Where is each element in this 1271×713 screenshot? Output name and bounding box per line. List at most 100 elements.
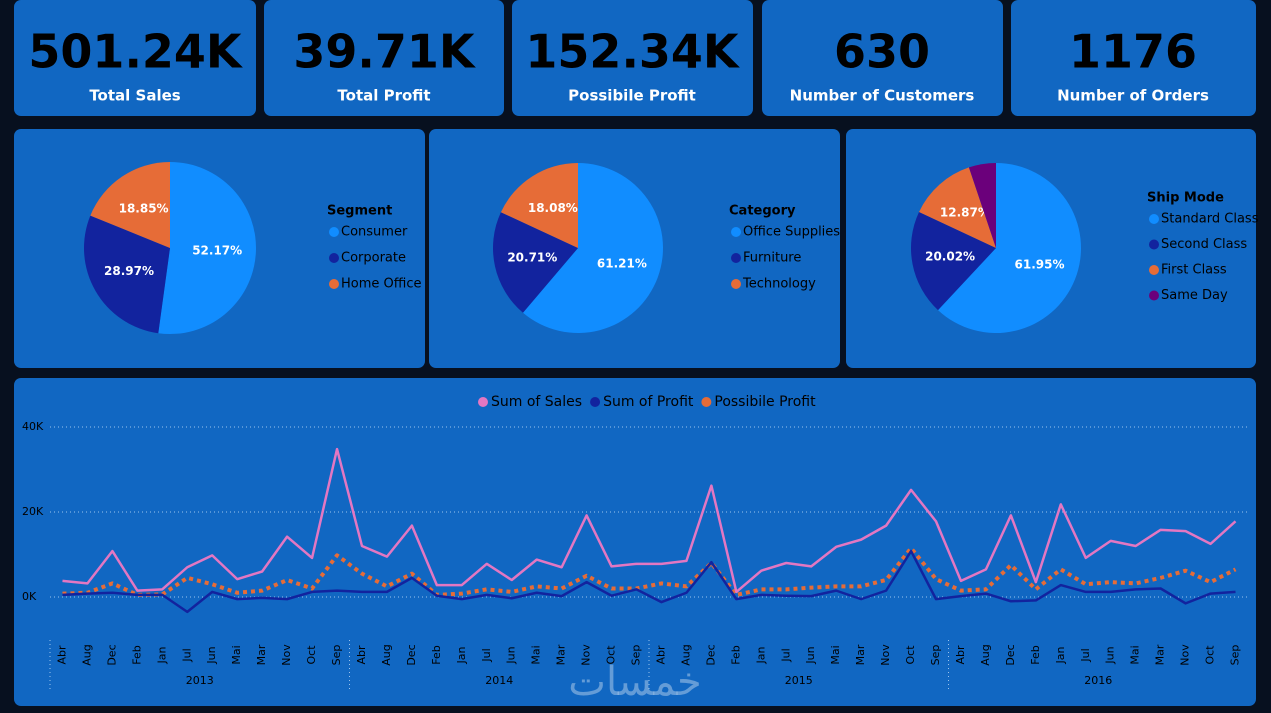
- x-tick-label: Feb: [430, 645, 443, 664]
- x-tick-label: Dec: [704, 644, 717, 665]
- legend-marker: [1149, 239, 1159, 250]
- x-tick-label: Mar: [555, 644, 568, 665]
- kpi-value: 501.24K: [28, 25, 244, 79]
- kpi-card: [1011, 0, 1256, 116]
- x-tick-label: Jun: [1104, 646, 1117, 664]
- legend-label: Second Class: [1161, 237, 1247, 252]
- pie-label: 52.17%: [192, 244, 242, 258]
- y-tick-label: 40K: [22, 420, 44, 433]
- kpi-value: 630: [834, 25, 930, 79]
- x-tick-label: Oct: [1204, 645, 1217, 665]
- x-tick-label: Feb: [130, 645, 143, 664]
- legend-label: Sum of Sales: [491, 394, 582, 410]
- legend-label: Technology: [742, 277, 816, 292]
- x-tick-label: Abr: [954, 645, 967, 665]
- x-tick-label: Mai: [829, 645, 842, 664]
- pie-slice: [158, 162, 256, 334]
- line-series: [62, 447, 1237, 594]
- x-tick-label: Mai: [1129, 645, 1142, 664]
- kpi-label: Number of Customers: [790, 87, 975, 105]
- legend-label: Consumer: [341, 225, 408, 240]
- x-tick-label: Abr: [654, 645, 667, 665]
- legend-label: Corporate: [341, 251, 406, 266]
- kpi-card: [264, 0, 504, 116]
- x-tick-label: Jan: [455, 646, 468, 664]
- x-tick-label: Mar: [854, 644, 867, 665]
- x-tick-label: Oct: [904, 645, 917, 665]
- x-tick-label: Aug: [679, 644, 692, 665]
- kpi-card: [762, 0, 1003, 116]
- pie-slice: [522, 163, 663, 333]
- year-label: 2013: [186, 674, 214, 687]
- y-tick-label: 0K: [22, 590, 37, 603]
- kpi-label: Total Sales: [89, 87, 180, 105]
- kpi-label: Total Profit: [337, 87, 430, 105]
- legend-label: Furniture: [743, 251, 801, 266]
- x-tick-label: Nov: [280, 644, 293, 666]
- x-tick-label: Abr: [55, 645, 68, 665]
- pie-label: 61.21%: [597, 257, 647, 271]
- x-tick-label: Aug: [380, 644, 393, 665]
- x-tick-label: Jan: [754, 646, 767, 664]
- x-tick-label: Feb: [1029, 645, 1042, 664]
- watermark: خمسات: [568, 659, 701, 705]
- x-tick-label: Mai: [230, 645, 243, 664]
- x-tick-label: Sep: [1229, 645, 1242, 666]
- pie-label: 18.85%: [119, 201, 169, 215]
- x-tick-label: Jun: [804, 646, 817, 664]
- legend-label: Office Supplies: [743, 225, 840, 240]
- pie-label: 12.87%: [940, 206, 990, 220]
- legend-label: Sum of Profit: [603, 394, 694, 410]
- legend-label: Home Office: [341, 277, 421, 292]
- line-series: [62, 549, 1236, 614]
- x-tick-label: Abr: [355, 645, 368, 665]
- legend-label: Standard Class: [1161, 212, 1259, 227]
- legend-marker: [1149, 265, 1159, 275]
- pie-slice: [910, 211, 996, 311]
- x-tick-label: Dec: [405, 644, 418, 665]
- x-tick-label: Dec: [105, 644, 118, 665]
- legend-marker: [731, 253, 741, 263]
- x-tick-label: Jun: [505, 646, 518, 664]
- x-tick-label: Feb: [729, 645, 742, 664]
- pie-slice: [919, 167, 996, 248]
- legend-label: Same Day: [1161, 288, 1228, 303]
- x-tick-label: Oct: [305, 645, 318, 665]
- x-tick-label: Jul: [779, 648, 792, 662]
- x-tick-label: Aug: [979, 644, 992, 665]
- pie-slice: [500, 163, 578, 248]
- year-label: 2014: [485, 674, 513, 687]
- x-tick-label: Aug: [80, 644, 93, 665]
- legend-marker: [478, 397, 488, 407]
- legend-title: Category: [729, 204, 796, 219]
- legend-label: Possibile Profit: [714, 394, 816, 410]
- kpi-label: Possibile Profit: [568, 87, 696, 105]
- legend-title: Ship Mode: [1147, 191, 1224, 206]
- x-tick-label: Sep: [630, 645, 643, 666]
- x-tick-label: Jan: [1054, 646, 1067, 664]
- x-tick-label: Sep: [330, 645, 343, 666]
- x-tick-label: Jan: [155, 646, 168, 664]
- kpi-card: [512, 0, 753, 116]
- x-tick-label: Jul: [480, 648, 493, 662]
- pie-slice: [493, 212, 578, 313]
- legend-marker: [1149, 290, 1159, 301]
- legend-title: Segment: [327, 204, 392, 219]
- legend-marker: [329, 253, 339, 263]
- kpi-label: Number of Orders: [1057, 87, 1209, 105]
- year-label: 2015: [785, 674, 813, 687]
- line-panel: [14, 378, 1256, 706]
- x-tick-label: Oct: [605, 645, 618, 665]
- pie-slice: [938, 163, 1081, 333]
- x-tick-label: Sep: [929, 645, 942, 666]
- x-tick-label: Jul: [1079, 648, 1092, 662]
- pie-label: 61.95%: [1015, 258, 1065, 272]
- legend-label: First Class: [1161, 263, 1227, 278]
- x-tick-label: Nov: [879, 644, 892, 666]
- x-tick-label: Nov: [1179, 644, 1192, 666]
- pie-label: 20.02%: [925, 249, 975, 263]
- x-tick-label: Mai: [530, 645, 543, 664]
- kpi-value: 152.34K: [525, 25, 741, 79]
- kpi-card: [14, 0, 256, 116]
- pie-slice: [90, 162, 170, 248]
